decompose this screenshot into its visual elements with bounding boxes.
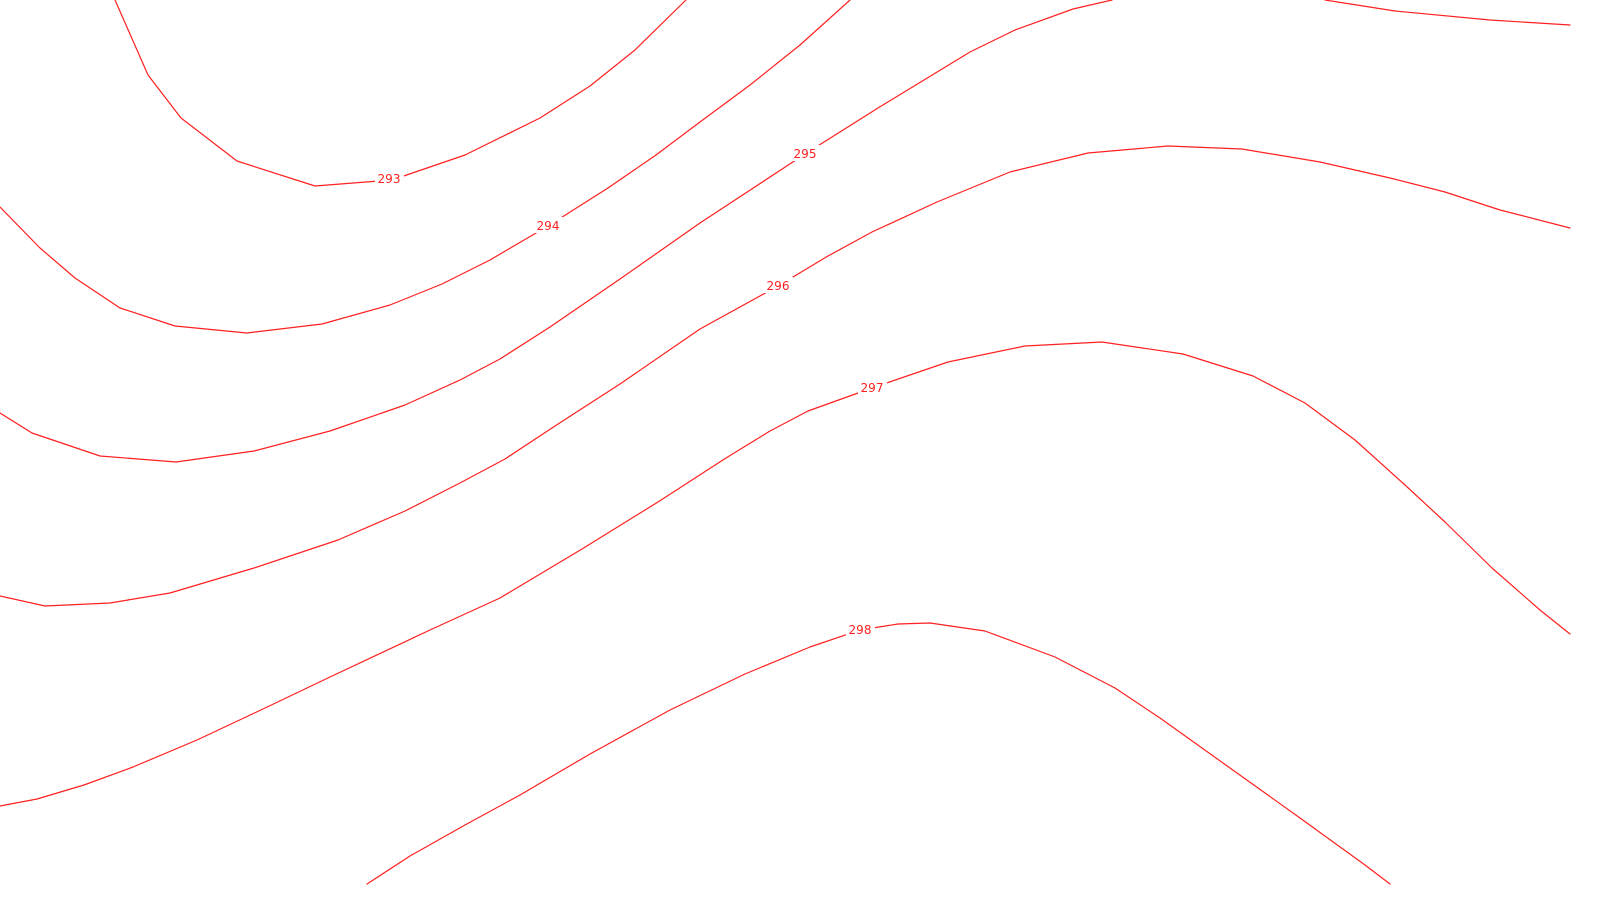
contour-line-unlabeled-top: [1324, 0, 1571, 26]
contour-line-297: [0, 341, 1571, 807]
contour-line-295: [0, 0, 1113, 463]
contour-line-294: [0, 0, 851, 334]
contour-label-294: 294: [537, 219, 560, 233]
contour-label-295: 295: [794, 147, 817, 161]
contour-label-293: 293: [378, 172, 401, 186]
contour-labels: 293 294 295 296 297 298: [375, 145, 887, 637]
contour-label-296: 296: [767, 279, 790, 293]
contour-label-298: 298: [849, 623, 872, 637]
contour-line-298: [366, 622, 1391, 885]
contour-label-297: 297: [861, 381, 884, 395]
